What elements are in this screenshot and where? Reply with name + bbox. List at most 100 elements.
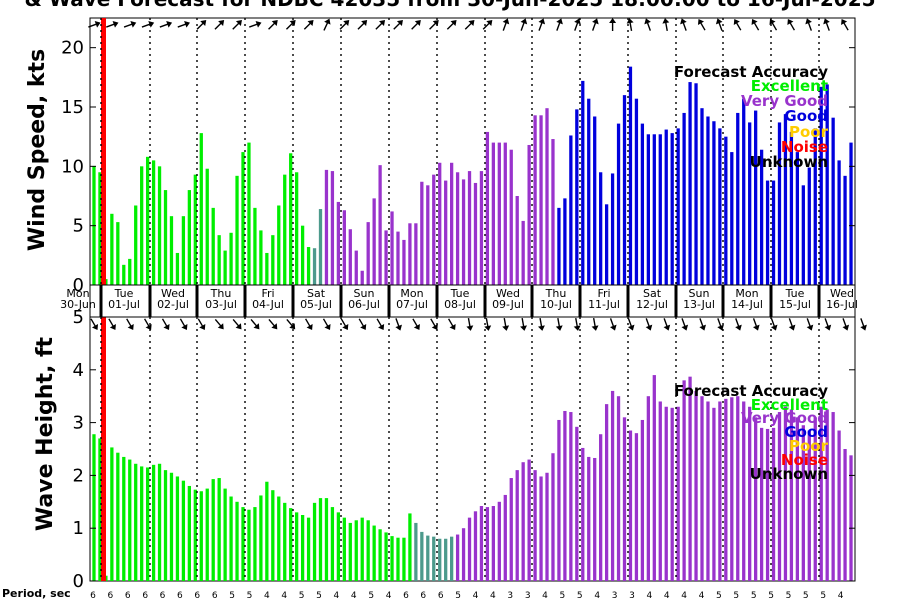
- wave-bar: [706, 401, 710, 581]
- wind-bar: [497, 142, 501, 285]
- direction-arrow: [358, 318, 367, 331]
- day-name-label: Thu: [545, 287, 567, 300]
- wave-bar: [432, 536, 436, 581]
- wave-height-panel: 0 1 2 3 4 5: [73, 307, 867, 592]
- wind-bar: [765, 180, 770, 285]
- wave-bar: [825, 409, 829, 581]
- period-value: 6: [403, 591, 409, 600]
- wind-bar: [336, 201, 341, 285]
- wind-bar: [402, 239, 406, 285]
- legend-poor: Poor: [789, 437, 829, 455]
- wind-bar: [175, 252, 180, 285]
- wave-y-tick-label: 0: [73, 571, 84, 592]
- wave-bar: [450, 536, 454, 581]
- wind-bar: [360, 270, 364, 285]
- direction-arrow: [285, 20, 296, 30]
- direction-arrow: [769, 18, 778, 31]
- direction-arrow: [556, 18, 563, 31]
- wave-bar: [354, 520, 358, 581]
- wave-bar: [730, 397, 734, 581]
- direction-arrow: [770, 318, 778, 331]
- wave-bar: [271, 490, 275, 581]
- direction-arrow: [555, 317, 563, 331]
- wind-bar: [253, 207, 257, 285]
- day-name-label: Sun: [354, 287, 375, 300]
- wave-bar: [748, 406, 752, 581]
- day-name-label: Mon: [735, 287, 758, 300]
- wind-bar: [241, 152, 245, 285]
- day-name-label: Tue: [785, 287, 805, 300]
- period-value: 5: [733, 591, 739, 600]
- wind-legend: Forecast Accuracy Excellent Very Good Go…: [674, 63, 829, 171]
- wind-bar: [211, 207, 215, 285]
- wind-bar: [724, 136, 728, 285]
- wind-bar: [199, 133, 203, 285]
- day-name-label: Tue: [114, 287, 134, 300]
- wind-bar: [736, 112, 740, 286]
- direction-arrow: [823, 18, 830, 31]
- period-value: 6: [108, 591, 114, 600]
- period-value: 4: [542, 591, 548, 600]
- wind-bar: [455, 172, 460, 285]
- wind-bar: [503, 142, 507, 285]
- day-name-label: Fri: [261, 287, 274, 300]
- period-value: 6: [212, 591, 218, 600]
- wave-bar: [187, 485, 191, 581]
- wave-bar: [128, 459, 132, 581]
- wind-bar: [461, 179, 466, 285]
- wind-bar: [312, 248, 317, 285]
- direction-arrow: [323, 18, 331, 31]
- direction-arrow: [860, 318, 867, 331]
- wave-bar: [336, 512, 341, 581]
- wave-y-tick-label: 4: [73, 360, 84, 381]
- wave-bar: [384, 532, 388, 581]
- day-name-label: Thu: [210, 287, 232, 300]
- period-value: 4: [681, 591, 687, 600]
- wind-bar: [277, 205, 281, 285]
- wind-bar: [777, 122, 782, 286]
- period-value: 4: [699, 591, 705, 600]
- wave-bar: [771, 427, 776, 581]
- wind-bar: [450, 162, 454, 285]
- wave-bar: [622, 417, 627, 581]
- direction-arrow: [733, 18, 742, 31]
- wave-bar: [122, 456, 126, 581]
- wind-bar: [157, 166, 162, 285]
- direction-arrow: [645, 318, 653, 331]
- wave-bar: [235, 501, 239, 581]
- wind-bar: [414, 223, 418, 285]
- period-value: 5: [716, 591, 722, 600]
- period-value: 3: [525, 591, 531, 600]
- wave-legend: Forecast Accuracy Excellent Very Good Go…: [674, 382, 829, 483]
- wind-bar: [682, 112, 686, 286]
- wave-bar: [754, 417, 758, 581]
- direction-arrow: [196, 20, 207, 30]
- wave-bar: [324, 498, 329, 581]
- wind-bar: [587, 98, 591, 285]
- wind-bar: [384, 230, 388, 285]
- wave-bar: [295, 512, 299, 581]
- wind-bar: [748, 122, 752, 286]
- wave-bar: [837, 430, 841, 581]
- wave-bar: [634, 433, 639, 581]
- wave-bar: [408, 513, 412, 581]
- wind-bar: [515, 196, 519, 285]
- direction-arrow: [697, 18, 706, 31]
- wave-bar: [360, 517, 364, 581]
- wave-bar: [205, 488, 209, 581]
- period-value: 4: [838, 591, 844, 600]
- wind-bar: [771, 180, 776, 285]
- wind-bar: [670, 133, 674, 285]
- wave-y-axis-label: Wave Height, ft: [33, 336, 58, 531]
- direction-arrow: [250, 318, 260, 330]
- wind-bars: [92, 66, 853, 286]
- wind-bar: [640, 123, 645, 285]
- legend-noise: Noise: [781, 138, 828, 156]
- wave-direction-arrows: [90, 317, 867, 331]
- wave-bar: [509, 478, 513, 581]
- wave-bar: [455, 534, 460, 581]
- wave-bar: [175, 476, 180, 581]
- wind-bar: [730, 152, 734, 285]
- day-date-label: 04-Jul: [252, 298, 284, 311]
- wind-bar: [551, 139, 555, 285]
